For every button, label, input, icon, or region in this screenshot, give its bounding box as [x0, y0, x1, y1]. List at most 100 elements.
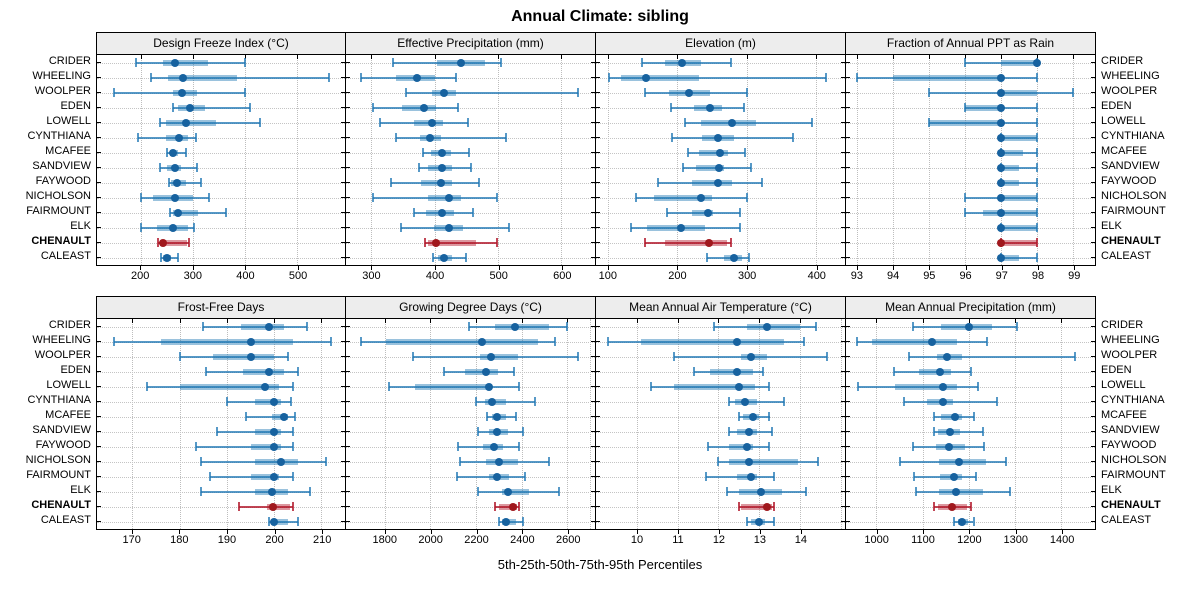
site-label-lowell: LOWELL — [46, 115, 91, 127]
percentile-row-lowell — [846, 379, 1095, 394]
row-tick-left — [596, 416, 600, 417]
tick-mark-top — [928, 55, 930, 59]
x-tick-label: 100 — [598, 270, 618, 282]
whisker-cap-5th — [168, 208, 171, 217]
gridline-vertical — [1037, 55, 1039, 265]
band-25-75 — [160, 338, 293, 345]
gridline-vertical — [928, 55, 930, 265]
whisker-cap-5th — [136, 133, 139, 142]
whisker-5-95 — [205, 370, 298, 373]
panel-strip: Growing Degree Days (°C) — [346, 297, 595, 319]
median-dot — [951, 412, 959, 421]
whisker-cap-95th — [259, 118, 262, 127]
whisker-cap-95th — [772, 517, 775, 526]
row-tick-left — [97, 227, 101, 228]
whisker-cap-5th — [713, 322, 716, 331]
row-tick-left — [97, 197, 101, 198]
row-tick-left — [346, 386, 350, 387]
row-tick-right — [1091, 77, 1095, 78]
tick-mark-bottom — [718, 530, 720, 534]
whisker-cap-5th — [669, 103, 672, 112]
row-tick-right — [1091, 506, 1095, 507]
gridline-vertical — [590, 319, 592, 529]
whisker-cap-95th — [970, 502, 973, 511]
band-25-75 — [1001, 164, 1020, 171]
row-tick-right — [591, 152, 595, 153]
whisker-5-95 — [609, 76, 827, 79]
gridline-vertical — [1061, 319, 1063, 529]
whisker-cap-5th — [692, 367, 695, 376]
tick-mark-bottom — [298, 266, 300, 270]
gridline-horizontal — [97, 227, 345, 229]
whisker-cap-5th — [456, 442, 459, 451]
whisker-cap-95th — [518, 502, 521, 511]
row-tick-left — [846, 77, 850, 78]
x-tick-label: 11 — [672, 534, 684, 546]
band-25-75 — [894, 383, 958, 390]
whisker-cap-5th — [856, 337, 859, 346]
gridline-horizontal — [97, 197, 345, 199]
x-tick-label: 500 — [489, 270, 508, 282]
gridline-horizontal — [846, 257, 1095, 259]
whisker-cap-95th — [782, 397, 785, 406]
whisker-5-95 — [495, 505, 520, 508]
whisker-5-95 — [651, 385, 770, 388]
row-tick-right — [341, 152, 345, 153]
whisker-cap-5th — [964, 193, 967, 202]
whisker-cap-95th — [471, 208, 474, 217]
panel-plot — [346, 55, 595, 265]
band-25-75 — [620, 74, 699, 81]
percentile-row-crider — [97, 55, 345, 70]
percentile-row-eden — [596, 100, 845, 115]
band-25-75 — [212, 353, 275, 360]
median-dot — [714, 133, 723, 142]
whisker-cap-5th — [927, 88, 930, 97]
median-dot — [705, 238, 714, 247]
gridline-horizontal — [346, 506, 595, 508]
panel-x-axis: 1000 1100 1200 1300 1400 — [846, 530, 1096, 551]
row-tick-right — [841, 416, 845, 417]
row-tick-right — [591, 461, 595, 462]
whisker-cap-95th — [199, 178, 202, 187]
whisker-cap-95th — [745, 88, 748, 97]
row-tick-right — [591, 476, 595, 477]
tick-mark-top — [475, 319, 477, 323]
whisker-cap-95th — [289, 397, 292, 406]
median-dot — [747, 472, 756, 481]
gridline-horizontal — [346, 122, 595, 124]
whisker-cap-5th — [907, 352, 910, 361]
panel-group-top: Design Freeze Index (°C) 200 300 400 500 Effe… — [96, 32, 1096, 287]
row-tick-right — [591, 401, 595, 402]
percentile-row-wheeling — [596, 70, 845, 85]
gridline-vertical — [892, 55, 894, 265]
tick-mark-bottom — [1074, 266, 1076, 270]
whisker-cap-95th — [1009, 487, 1012, 496]
row-tick-right — [341, 401, 345, 402]
site-label-fairmount: FAIRMOUNT — [1101, 205, 1166, 217]
row-tick-left — [97, 122, 101, 123]
x-tick-label: 98 — [1031, 270, 1045, 282]
tick-mark-bottom — [1015, 530, 1017, 534]
median-dot — [997, 178, 1006, 187]
tick-mark-bottom — [192, 266, 194, 270]
percentile-row-nicholson — [846, 454, 1095, 469]
whisker-5-95 — [645, 241, 731, 244]
percentile-row-wheeling — [596, 334, 845, 349]
row-tick-right — [841, 257, 845, 258]
median-dot — [958, 517, 967, 526]
median-dot — [676, 223, 685, 232]
percentile-row-elk — [97, 220, 345, 235]
panel-x-axis: 200 300 400 500 — [96, 266, 346, 287]
row-tick-right — [341, 386, 345, 387]
whisker-5-95 — [217, 430, 294, 433]
median-dot — [159, 238, 168, 247]
median-dot — [265, 322, 274, 331]
band-25-75 — [271, 518, 289, 525]
row-tick-right — [591, 227, 595, 228]
band-25-75 — [871, 338, 958, 345]
whisker-5-95 — [635, 196, 747, 199]
band-25-75 — [699, 149, 729, 156]
gridline-vertical — [321, 319, 323, 529]
tick-mark-bottom — [677, 266, 679, 270]
whisker-cap-5th — [360, 73, 363, 82]
